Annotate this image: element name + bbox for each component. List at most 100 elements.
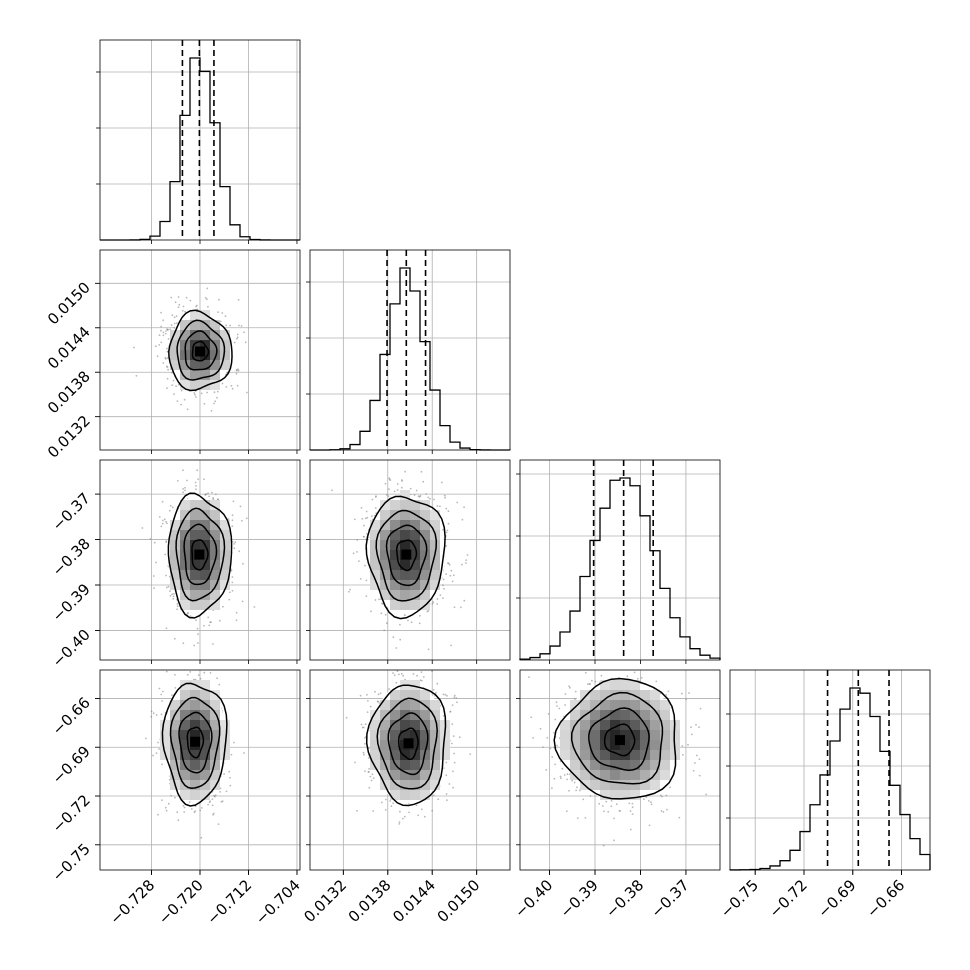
density-cell bbox=[370, 730, 380, 740]
density-cell bbox=[380, 520, 390, 530]
sample-point bbox=[210, 409, 213, 412]
density-cell bbox=[590, 730, 600, 740]
contour-line bbox=[169, 696, 221, 789]
sample-point bbox=[365, 595, 368, 597]
density-cell bbox=[600, 770, 610, 780]
sample-point bbox=[655, 680, 658, 683]
sample-point bbox=[681, 692, 683, 695]
sample-point bbox=[195, 305, 198, 308]
contour-line bbox=[175, 507, 226, 602]
density-cell bbox=[420, 760, 430, 770]
density-cell bbox=[190, 340, 200, 350]
sample-point bbox=[589, 795, 592, 797]
sample-point bbox=[399, 810, 401, 813]
sample-point bbox=[396, 489, 399, 491]
density-cell bbox=[200, 530, 210, 540]
sample-point bbox=[212, 497, 215, 499]
sample-point bbox=[158, 687, 161, 690]
density-cell bbox=[210, 700, 220, 710]
sample-point bbox=[177, 819, 180, 822]
y-tick-label: −0.37 bbox=[49, 489, 94, 534]
sample-point bbox=[229, 776, 231, 779]
density-cell bbox=[620, 770, 630, 780]
sample-point bbox=[427, 496, 430, 499]
sample-point bbox=[398, 673, 400, 676]
sample-point bbox=[419, 614, 421, 617]
density-cell bbox=[410, 570, 420, 580]
density-cell bbox=[640, 740, 650, 750]
sample-point bbox=[436, 682, 439, 685]
density-cell bbox=[180, 730, 190, 740]
sample-point bbox=[360, 507, 363, 509]
sample-point bbox=[165, 540, 168, 543]
sample-point bbox=[235, 619, 238, 622]
density-cell bbox=[590, 720, 600, 730]
sample-point bbox=[176, 322, 178, 324]
contour-line bbox=[385, 524, 428, 587]
sample-point bbox=[161, 500, 164, 503]
density-cell bbox=[200, 510, 210, 520]
density-cell bbox=[590, 710, 600, 720]
density-cell bbox=[390, 750, 400, 760]
density-cell bbox=[210, 560, 220, 570]
contour-line bbox=[365, 495, 446, 620]
density-cell bbox=[380, 560, 390, 570]
sample-point bbox=[171, 314, 174, 316]
panel-frame bbox=[309, 669, 511, 871]
density-cell bbox=[380, 570, 390, 580]
sample-point bbox=[442, 578, 445, 581]
sample-point bbox=[160, 693, 163, 696]
sample-point bbox=[174, 674, 176, 676]
sample-point bbox=[158, 344, 161, 346]
sample-point bbox=[628, 802, 631, 805]
density-cell bbox=[640, 780, 650, 790]
density-cell bbox=[190, 790, 200, 800]
sample-point bbox=[218, 619, 221, 622]
density-cell bbox=[560, 720, 570, 730]
sample-point bbox=[579, 789, 581, 792]
sample-point bbox=[211, 491, 213, 494]
sample-point bbox=[155, 714, 158, 716]
contour-line bbox=[387, 712, 429, 776]
sample-point bbox=[230, 569, 233, 571]
sample-point bbox=[177, 306, 180, 309]
sample-point bbox=[234, 541, 237, 544]
sample-point bbox=[231, 540, 234, 543]
density-cell bbox=[170, 570, 180, 580]
density-cell bbox=[190, 780, 200, 790]
density-cell bbox=[430, 710, 440, 720]
sample-point bbox=[445, 793, 448, 795]
sample-point bbox=[166, 357, 169, 359]
sample-point bbox=[629, 828, 632, 831]
density-peak bbox=[190, 736, 201, 747]
sample-point bbox=[452, 735, 455, 737]
sample-point bbox=[164, 806, 167, 809]
density-cell bbox=[380, 590, 390, 600]
density-cell bbox=[220, 580, 230, 590]
sample-point bbox=[166, 377, 169, 380]
sample-point bbox=[154, 345, 157, 348]
density-cell bbox=[370, 530, 380, 540]
sample-point bbox=[695, 754, 698, 757]
sample-point bbox=[575, 789, 577, 792]
density-cell bbox=[400, 730, 410, 740]
sample-point bbox=[456, 701, 458, 704]
sample-point bbox=[446, 799, 448, 802]
sample-point bbox=[353, 518, 356, 521]
density-cell bbox=[180, 680, 190, 690]
sample-point bbox=[631, 806, 634, 809]
density-cell bbox=[220, 340, 230, 350]
sample-point bbox=[636, 677, 639, 680]
sample-point bbox=[551, 787, 553, 790]
density-cell bbox=[580, 700, 590, 710]
density-cell bbox=[180, 380, 190, 390]
sample-point bbox=[650, 803, 653, 806]
density-cell bbox=[570, 750, 580, 760]
sample-point bbox=[233, 341, 236, 344]
sample-point bbox=[367, 700, 369, 702]
sample-point bbox=[367, 757, 370, 759]
sample-point bbox=[366, 516, 369, 519]
sample-point bbox=[165, 670, 168, 673]
density-cell bbox=[430, 720, 440, 730]
sample-point bbox=[566, 778, 568, 781]
